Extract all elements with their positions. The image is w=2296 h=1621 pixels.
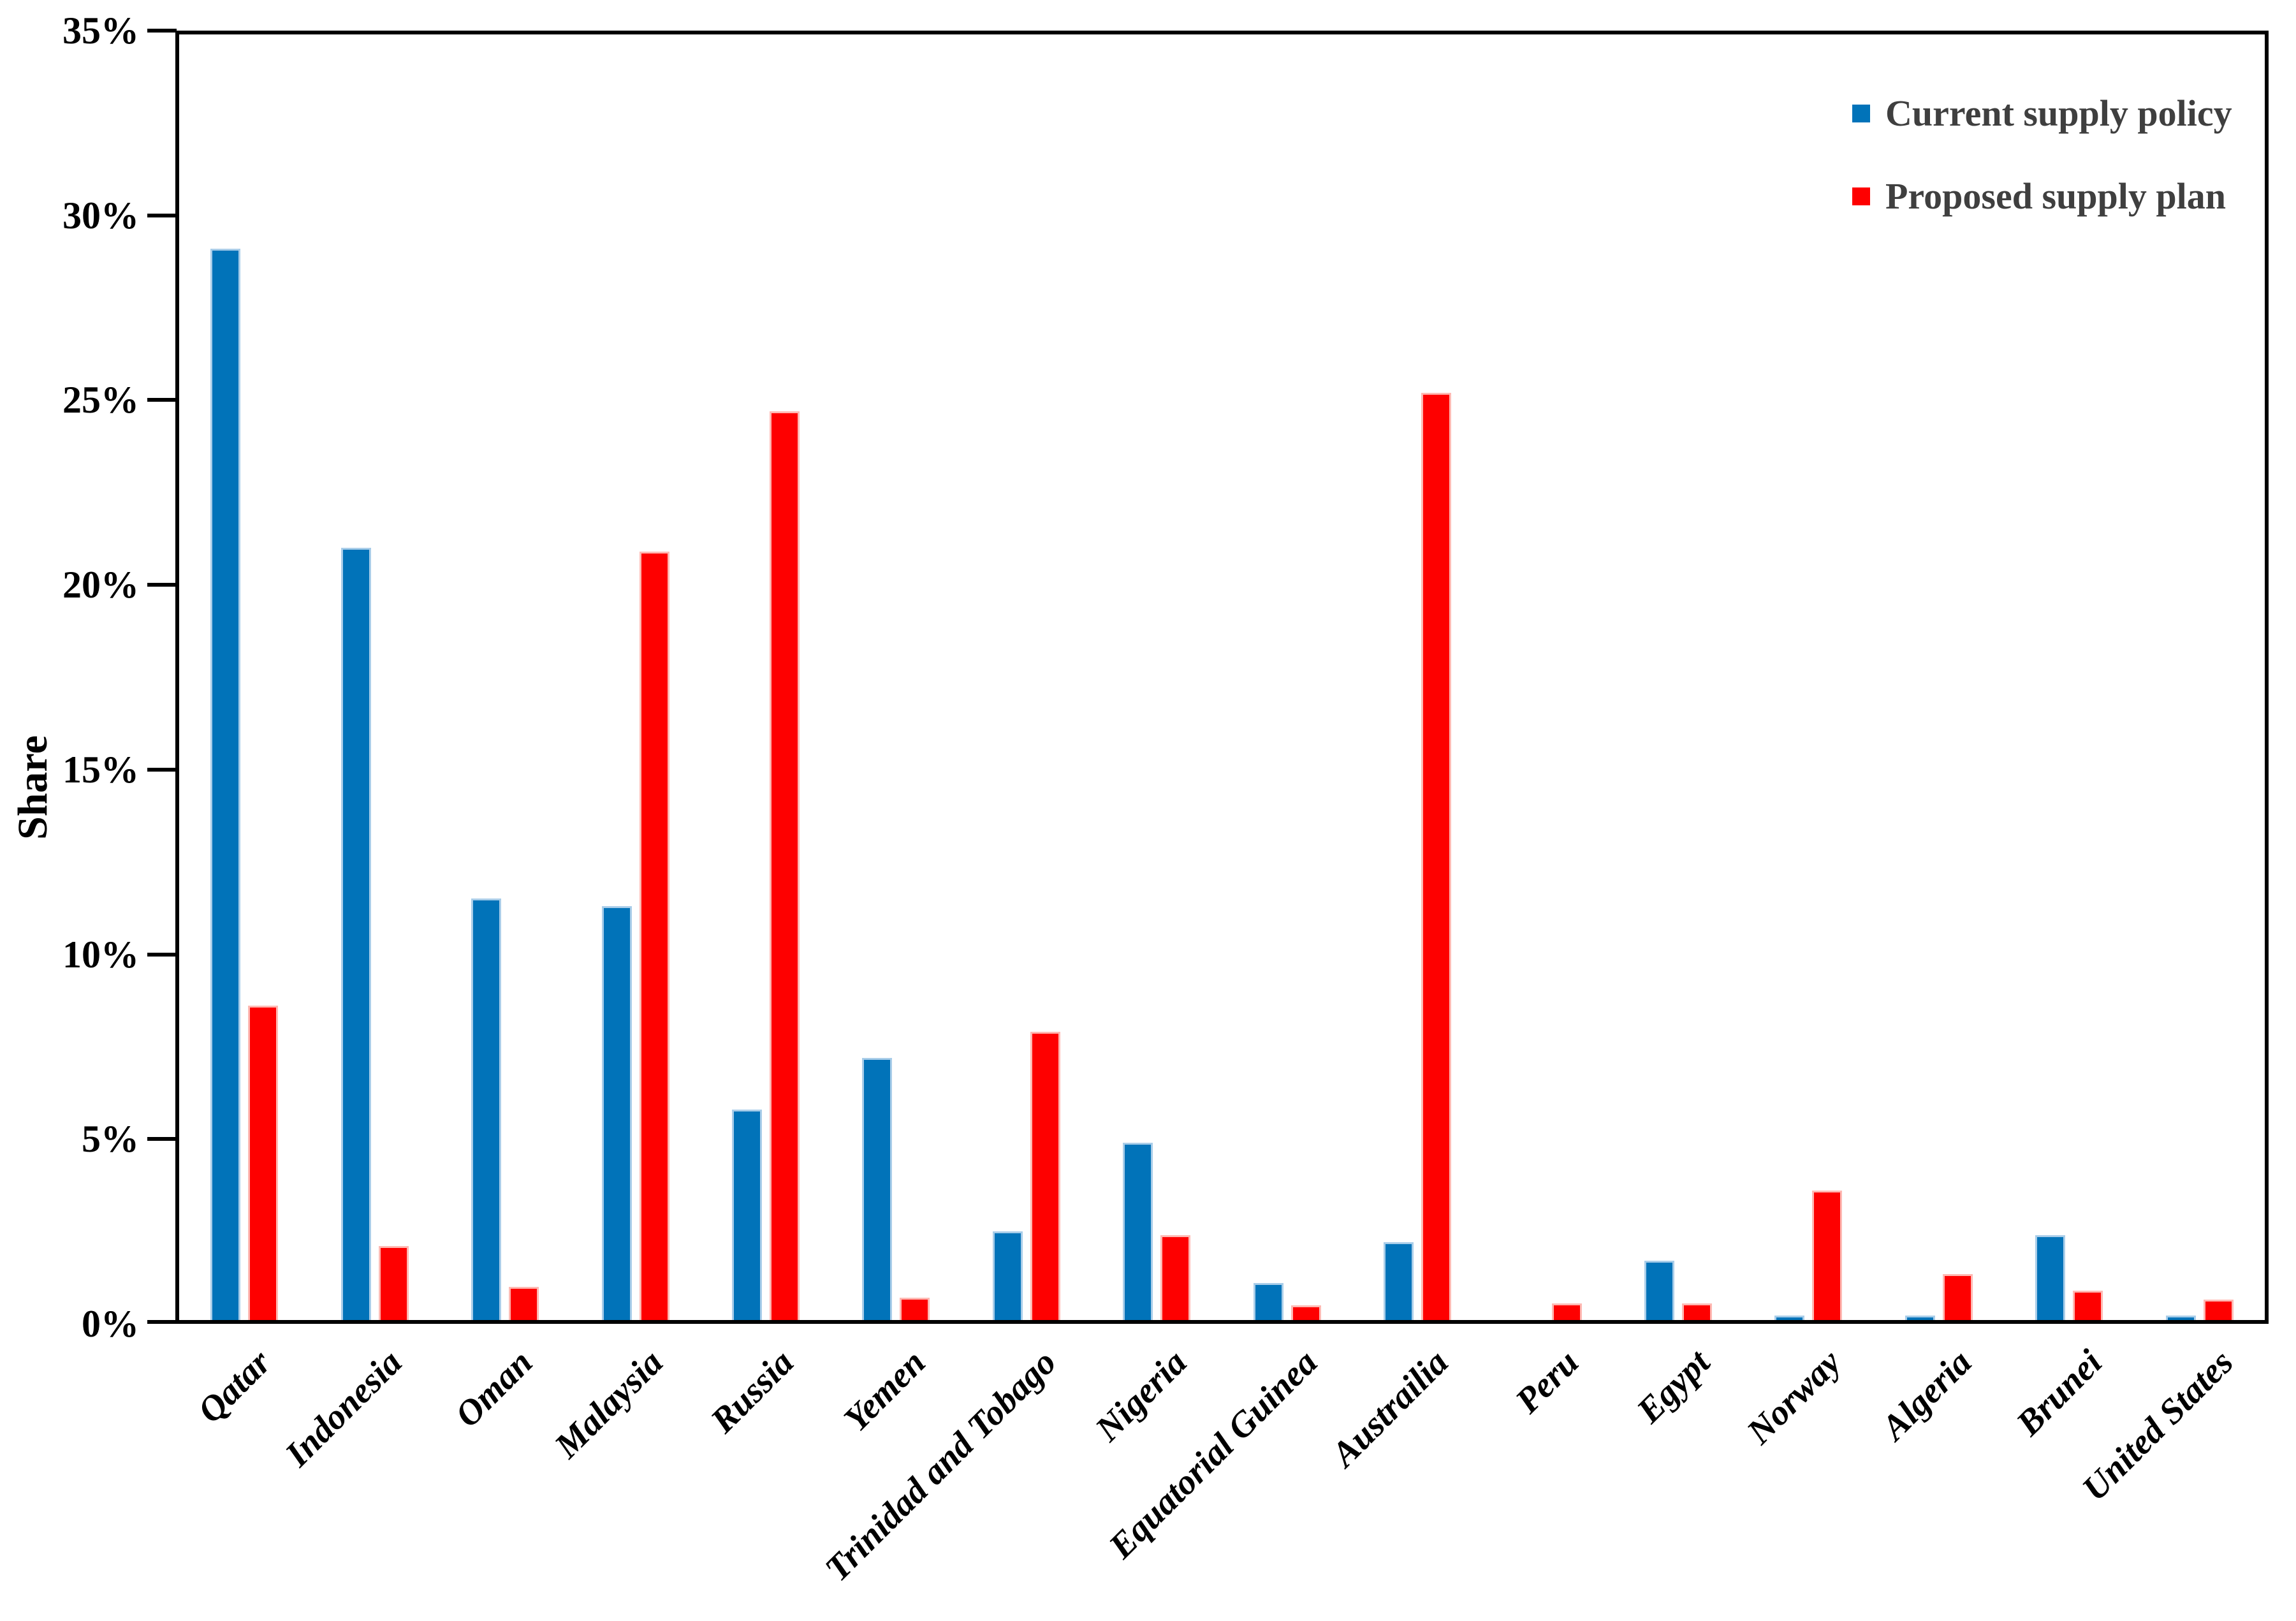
current-bar-trinidad-and-tobago (992, 1231, 1023, 1320)
current-bar-brunei (2035, 1235, 2066, 1320)
x-label-peru: Peru (1508, 1342, 1587, 1421)
y-tick-0% (147, 1320, 177, 1324)
y-axis-title: Share (10, 735, 56, 840)
legend: Current supply policy Proposed supply pl… (1852, 93, 2232, 217)
current-bar-nigeria (1123, 1143, 1153, 1320)
current-bar-yemen (862, 1058, 893, 1320)
y-tick-20% (147, 583, 177, 587)
bar-group-united-states (2135, 34, 2265, 1320)
x-label-yemen: Yemen (836, 1342, 933, 1439)
bar-group-equatorial-guinea (1222, 34, 1352, 1320)
proposed-bar-austrailia (1421, 393, 1452, 1320)
current-bar-oman (471, 899, 502, 1320)
x-label-oman: Oman (448, 1342, 541, 1435)
current-bar-austrailia (1384, 1242, 1414, 1320)
bar-group-algeria (1874, 34, 2004, 1320)
bar-group-qatar (179, 34, 309, 1320)
proposed-bar-norway (1812, 1191, 1843, 1320)
current-bar-norway (1774, 1316, 1805, 1320)
current-bar-russia (731, 1110, 762, 1320)
bar-group-malaysia (570, 34, 700, 1320)
y-tick-label-10%: 10% (62, 934, 139, 976)
bar-group-brunei (2004, 34, 2134, 1320)
legend-label-proposed: Proposed supply plan (1885, 175, 2227, 217)
y-tick-35% (147, 29, 177, 33)
legend-item-current-supply-policy: Current supply policy (1852, 93, 2232, 134)
bar-group-egypt (1613, 34, 1743, 1320)
y-tick-label-30%: 30% (62, 194, 139, 237)
current-bar-malaysia (601, 906, 632, 1320)
proposed-bar-egypt (1682, 1303, 1713, 1320)
x-label-algeria: Algeria (1874, 1342, 1980, 1448)
legend-swatch-proposed-icon (1852, 187, 1870, 205)
x-label-austrailia: Austrailia (1324, 1342, 1456, 1474)
proposed-bar-oman (509, 1287, 539, 1320)
proposed-bar-united-states (2203, 1300, 2234, 1320)
current-bar-united-states (2165, 1316, 2196, 1320)
y-tick-label-5%: 5% (82, 1118, 139, 1160)
proposed-bar-peru (1551, 1303, 1582, 1320)
bar-group-russia (701, 34, 831, 1320)
proposed-bar-trinidad-and-tobago (1030, 1032, 1060, 1320)
x-label-norway: Norway (1739, 1342, 1849, 1452)
proposed-bar-equatorial-guinea (1291, 1305, 1321, 1320)
proposed-bar-qatar (248, 1006, 279, 1320)
x-label-egypt: Egypt (1629, 1342, 1718, 1431)
y-tick-25% (147, 398, 177, 402)
bar-group-austrailia (1352, 34, 1482, 1320)
x-label-qatar: Qatar (190, 1342, 279, 1431)
proposed-bar-brunei (2073, 1291, 2103, 1320)
x-label-nigeria: Nigeria (1088, 1342, 1195, 1449)
x-label-brunei: Brunei (2008, 1342, 2110, 1444)
proposed-bar-algeria (1942, 1274, 1973, 1320)
bars-container (179, 34, 2265, 1320)
bar-group-peru (1482, 34, 1612, 1320)
x-label-trinidad-and-tobago: Trinidad and Tobago (817, 1342, 1064, 1589)
y-tick-label-0%: 0% (82, 1303, 139, 1345)
current-bar-indonesia (340, 548, 371, 1320)
proposed-bar-nigeria (1160, 1235, 1191, 1320)
current-bar-qatar (210, 249, 241, 1320)
y-tick-10% (147, 953, 177, 957)
y-tick-30% (147, 214, 177, 217)
y-tick-label-25%: 25% (62, 379, 139, 421)
plot-area: Current supply policy Proposed supply pl… (175, 31, 2269, 1324)
y-tick-15% (147, 768, 177, 772)
y-tick-5% (147, 1137, 177, 1141)
proposed-bar-malaysia (639, 552, 669, 1320)
current-bar-egypt (1644, 1261, 1675, 1320)
bar-group-indonesia (309, 34, 439, 1320)
x-label-malaysia: Malaysia (547, 1342, 671, 1466)
x-label-russia: Russia (703, 1342, 802, 1441)
bar-group-trinidad-and-tobago (962, 34, 1092, 1320)
legend-item-proposed-supply-plan: Proposed supply plan (1852, 176, 2232, 217)
legend-label-current: Current supply policy (1885, 92, 2232, 134)
bar-group-oman (440, 34, 570, 1320)
y-tick-label-15%: 15% (62, 749, 139, 791)
legend-swatch-current-icon (1852, 105, 1870, 122)
x-label-indonesia: Indonesia (277, 1342, 410, 1474)
current-bar-equatorial-guinea (1253, 1283, 1283, 1320)
current-bar-algeria (1905, 1316, 1935, 1320)
bar-group-nigeria (1092, 34, 1222, 1320)
bar-group-yemen (831, 34, 961, 1320)
bar-group-norway (1743, 34, 1873, 1320)
y-tick-label-20%: 20% (62, 564, 139, 606)
y-tick-label-35%: 35% (62, 10, 139, 52)
proposed-bar-russia (769, 411, 800, 1320)
proposed-bar-indonesia (378, 1246, 409, 1320)
proposed-bar-yemen (900, 1298, 930, 1320)
